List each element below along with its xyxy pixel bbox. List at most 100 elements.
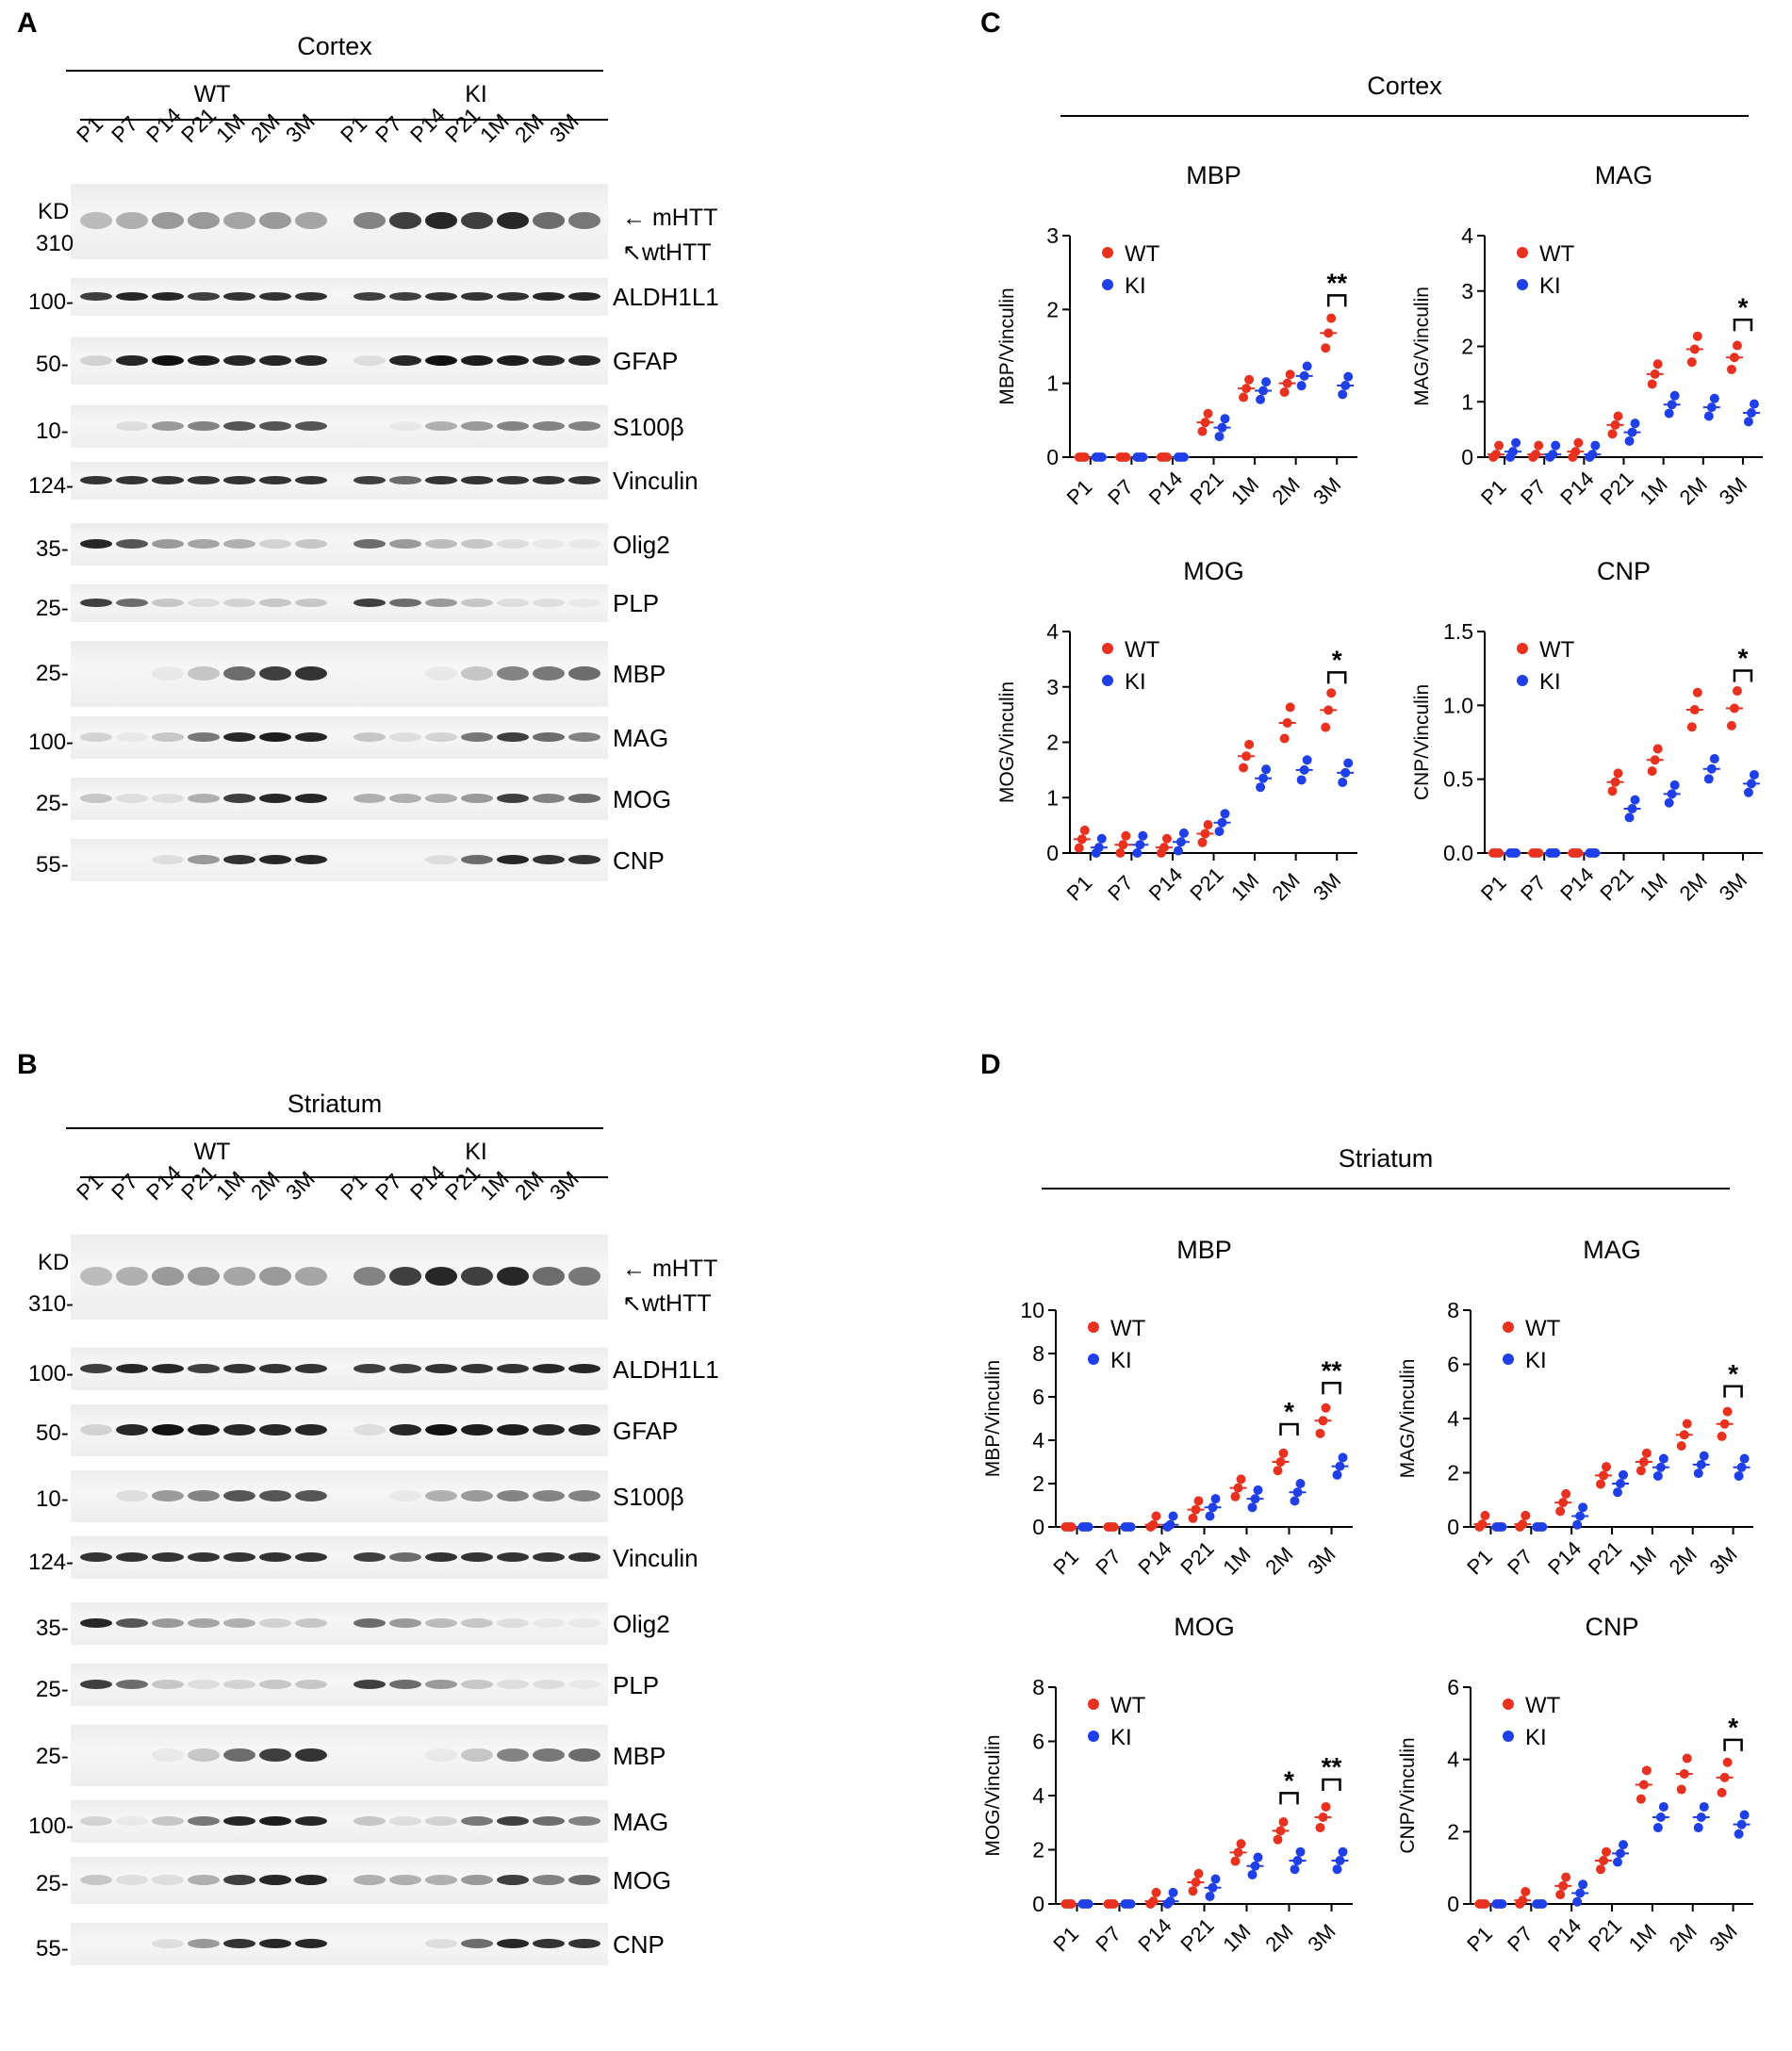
data-point-wt [1244,374,1255,385]
blot-striatum-band [353,1816,386,1826]
data-point-ki [1138,830,1148,841]
blot-cortex-band [188,794,220,803]
legend-label-ki: KI [1125,273,1146,299]
x-tick-label: 1M [1624,1919,1661,1956]
x-tick-label: P21 [1584,1913,1626,1956]
data-point-ki [1693,1469,1703,1479]
blot-cortex-band [461,212,493,229]
blot-striatum-band [389,1618,421,1628]
blot-striatum-row-bg [71,1664,608,1706]
x-tick-label: P7 [1103,475,1138,510]
data-point-ki [1296,381,1307,391]
blot-striatum-band [188,1816,220,1826]
significance-bracket [1279,1792,1299,1805]
blot-striatum-band [568,1552,600,1562]
blot-cortex-band [116,794,148,803]
significance-bracket [1733,669,1753,682]
blot-striatum-band [295,1364,327,1373]
data-point-ki [1734,1470,1744,1481]
data-point-ki [1749,399,1759,409]
blot-striatum-band [259,1680,291,1689]
data-point-wt [1326,313,1337,323]
chart-title: MOG [1183,557,1244,585]
blot-striatum-band [533,1939,565,1948]
blot-striatum-band [259,1267,291,1286]
chart-title: MAG [1595,161,1653,189]
blot-cortex-band [533,539,565,549]
blot-cortex-band [152,355,184,366]
x-tick-label: P14 [1543,1536,1586,1579]
blot-striatum-protein-mbp: MBP [613,1741,666,1770]
data-point-ki [1210,1874,1221,1884]
blot-cortex-protein-cnp: CNP [613,845,665,875]
x-tick-label: P7 [1091,1545,1126,1580]
blot-cortex-genotype-ki: KI [465,81,487,107]
data-point-wt [1641,1448,1652,1458]
blot-striatum-row-vinculin [71,1536,608,1579]
blot-cortex-band [295,855,327,864]
blot-striatum-band [568,1364,600,1373]
blot-cortex-band [259,599,291,607]
data-point-wt [1726,364,1736,374]
y-axis-label: MAG/Vinculin [1397,1359,1419,1479]
blot-cortex-band [533,794,565,803]
data-point-wt [1732,686,1742,697]
x-tick-label: 1M [1624,1542,1661,1579]
blot-striatum-band [389,1489,421,1501]
blot-cortex-row-vinculin [71,462,608,500]
blot-striatum-band [533,1489,565,1501]
blot-striatum-band [461,1747,493,1762]
blot-striatum-band [80,1423,112,1436]
data-point-ki [1168,1887,1178,1897]
blot-cortex-marker-8: 100- [28,729,74,755]
y-tick-label: 0 [1461,445,1473,469]
blot-striatum-band [497,1552,529,1562]
data-point-wt [1236,1839,1246,1849]
y-tick-label: 0 [1447,1515,1459,1539]
data-point-wt [1607,429,1618,439]
blot-striatum-band [152,1489,184,1501]
blot-striatum-band [223,1364,255,1373]
x-tick-label: 3M [1715,868,1751,905]
chart-region-line-cortex [1060,115,1749,117]
data-point-wt [1230,1856,1241,1866]
panel-letter-b: B [17,1049,38,1080]
x-tick-label: P7 [1516,871,1551,906]
blot-cortex-band [425,292,457,301]
blot-striatum-band [152,1680,184,1689]
blot-striatum-band [295,1816,327,1826]
blot-cortex-band [152,732,184,742]
data-point-wt [1521,1886,1531,1896]
x-tick-label: P1 [1462,1545,1497,1580]
blot-cortex-band [223,539,255,549]
blot-striatum-band [116,1875,148,1885]
data-point-ki [1630,418,1640,429]
blot-cortex-band [353,599,386,607]
blot-striatum-band [259,1489,291,1501]
blot-cortex-band [568,732,600,742]
blot-striatum-band [389,1875,421,1885]
blot-striatum-band [188,1747,220,1762]
blot-striatum-protein-gfap: GFAP [613,1416,679,1445]
blot-cortex-marker-7: 25- [36,661,69,686]
data-point-wt [1285,369,1295,380]
y-tick-label: 6 [1447,1675,1459,1699]
blot-striatum-genotype-line-wt [80,1176,344,1178]
blot-striatum-band [461,1875,493,1885]
blot-striatum-row-htt [71,1235,608,1320]
blot-cortex-band [568,599,600,607]
blot-cortex-wthtt-label: ↖wtHTT [622,239,712,266]
blot-cortex-band [353,732,386,742]
blot-striatum-band [425,1618,457,1628]
blot-cortex-band [533,212,565,229]
blot-cortex-band [295,476,327,484]
blot-striatum-marker-2: 50- [36,1419,69,1446]
data-point-ki [1749,769,1759,779]
data-point-wt [1555,1890,1566,1900]
blot-striatum-row-gfap [71,1404,608,1456]
legend-marker-wt [1503,1698,1514,1710]
chart-region-title-striatum: Striatum [1338,1144,1434,1173]
blot-cortex-band [223,355,255,366]
blot-cortex-band [389,476,421,484]
